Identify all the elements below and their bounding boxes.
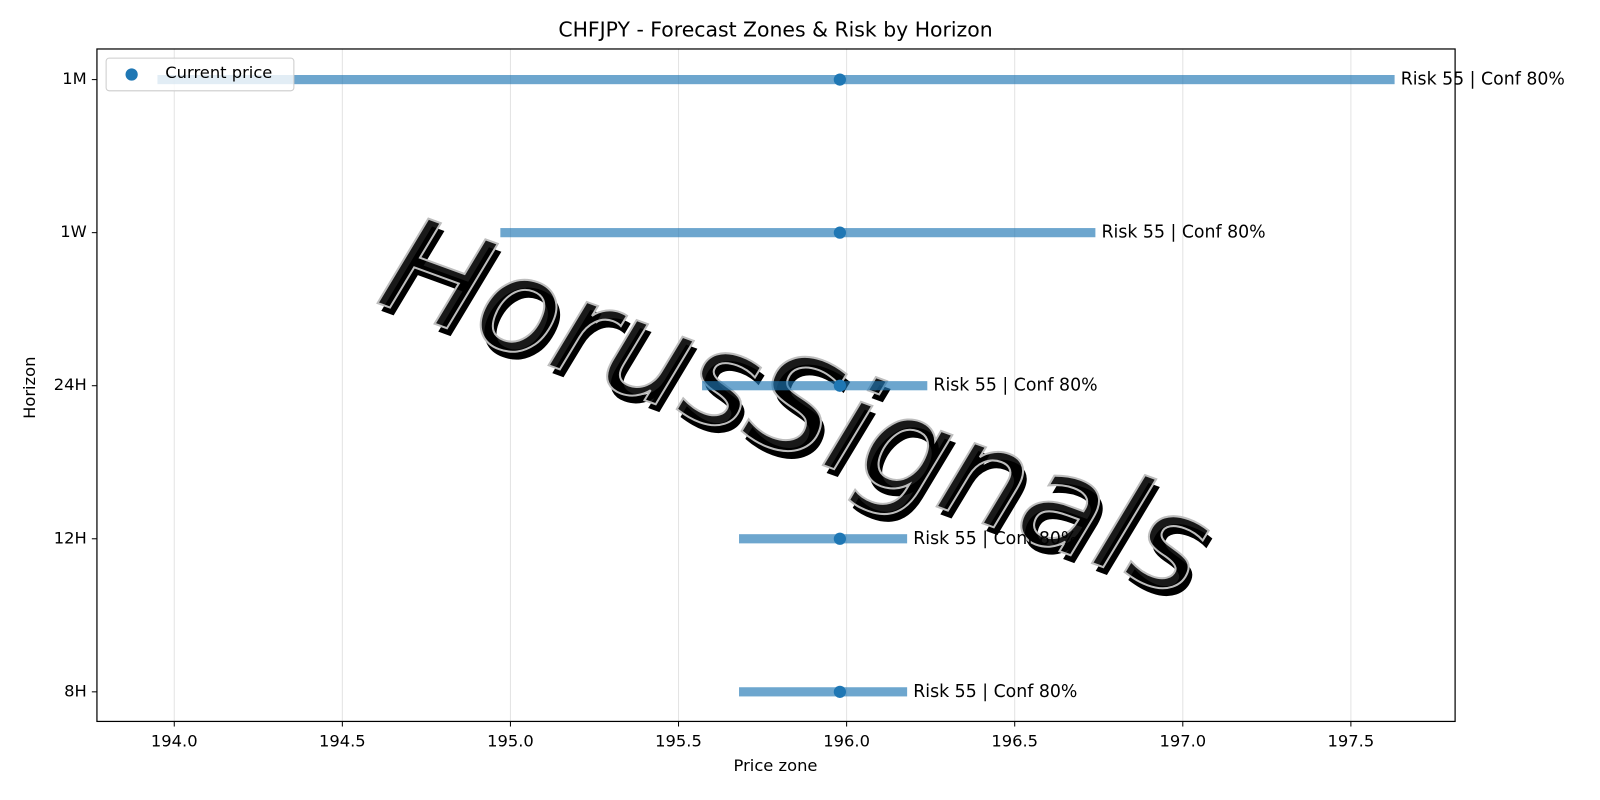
- annotation: Risk 55 | Conf 80%: [913, 682, 1077, 702]
- x-tick-label: 194.0: [151, 731, 198, 750]
- annotation: Risk 55 | Conf 80%: [913, 529, 1077, 549]
- legend: Current price: [105, 57, 295, 92]
- range-bar: [739, 687, 908, 697]
- axes-frame: [96, 48, 1456, 723]
- x-tick-label: 195.0: [487, 731, 534, 750]
- x-tick-label: 196.0: [823, 731, 870, 750]
- legend-box: [105, 57, 295, 92]
- x-tick-label: 194.5: [319, 731, 366, 750]
- x-axis-label: Price zone: [734, 756, 818, 775]
- range-bar: [702, 381, 928, 391]
- legend-marker: [125, 68, 138, 81]
- plot-area: Risk 55 | Conf 80% Risk 55 | Conf 80% Risk…: [157, 70, 1565, 702]
- grid: 194.0 194.5 195.0 195.5 196.0 196.5 197.0 197.5…: [54, 48, 1375, 750]
- y-tick-label: 1W: [60, 222, 87, 241]
- current-price-dot: [833, 379, 847, 392]
- current-price-dot: [833, 226, 847, 239]
- annotation: Risk 55 | Conf 80%: [933, 376, 1097, 396]
- y-tick-label: 24H: [54, 375, 87, 394]
- y-tick-label: 8H: [64, 681, 87, 700]
- x-tick-label: 197.5: [1328, 731, 1375, 750]
- x-tick-label: 197.0: [1159, 731, 1206, 750]
- range-bar: [157, 75, 1395, 85]
- y-axis-label: Horizon: [20, 357, 39, 419]
- x-tick-label: 196.5: [991, 731, 1038, 750]
- chart-title: CHFJPY - Forecast Zones & Risk by Horizo…: [558, 18, 992, 42]
- range-bar: [739, 534, 908, 544]
- current-price-dot: [833, 532, 847, 545]
- annotation: Risk 55 | Conf 80%: [1401, 70, 1565, 90]
- range-bar: [500, 228, 1096, 238]
- y-tick-label: 1M: [62, 69, 86, 88]
- current-price-dot: [833, 685, 847, 698]
- current-price-dot: [833, 73, 847, 86]
- y-tick-label: 12H: [54, 528, 87, 547]
- annotation: Risk 55 | Conf 80%: [1102, 223, 1266, 243]
- x-tick-label: 195.5: [655, 731, 702, 750]
- legend-label: Current price: [165, 63, 272, 82]
